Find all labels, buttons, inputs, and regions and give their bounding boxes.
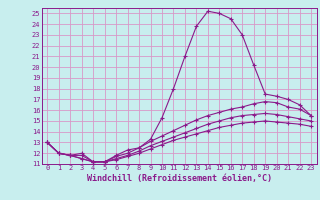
X-axis label: Windchill (Refroidissement éolien,°C): Windchill (Refroidissement éolien,°C): [87, 174, 272, 183]
